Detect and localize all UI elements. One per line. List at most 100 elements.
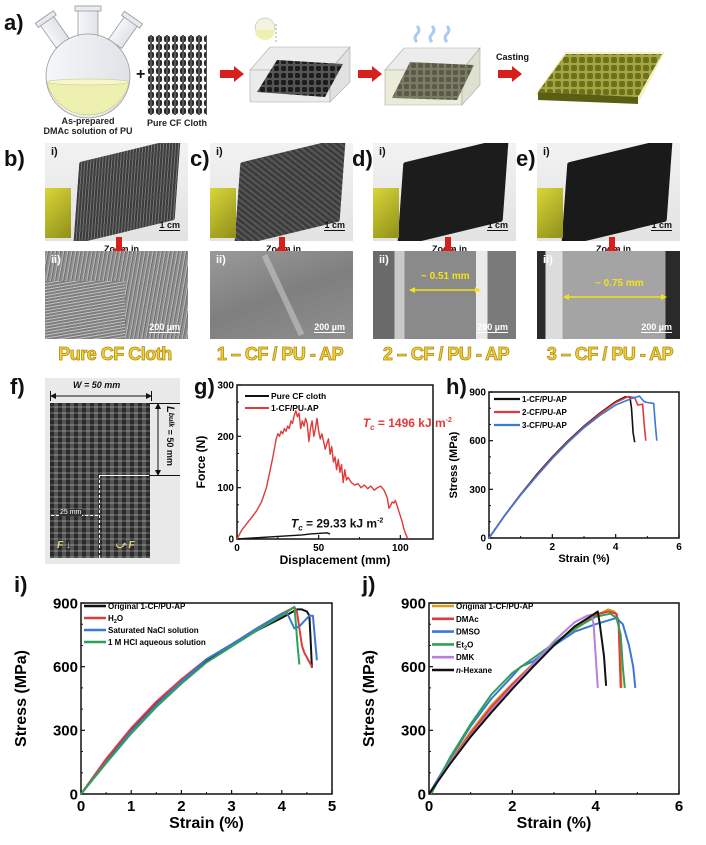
- length-label-sub: bulk: [167, 412, 174, 428]
- series-line-original-1-cf-pu-ap: [428, 608, 623, 795]
- x-tick-label: 1: [127, 798, 135, 815]
- notch-line: [99, 475, 100, 558]
- series-line-h2o: [80, 606, 313, 795]
- y-axis-label: Stress (MPa): [448, 431, 460, 498]
- y-axis-label: Force (N): [194, 436, 208, 489]
- panel-label-i: i): [14, 572, 28, 597]
- y-tick-label: 600: [401, 659, 426, 676]
- panel-label-g: g): [194, 374, 215, 399]
- plot-frame: [236, 384, 434, 540]
- photo-d-top: i) 1 cm: [373, 143, 516, 241]
- sem-fiber-bundle: [45, 281, 125, 339]
- length-dimension: [155, 403, 161, 476]
- chart-g-group: 0 50 100 0 100 200 300 Displacement (mm) Force (…: [194, 381, 452, 568]
- legend-label-main: Original 1-CF/PU-AP: [108, 602, 186, 611]
- legend-label-rest: -Hexane: [461, 666, 493, 675]
- y-tick-label: 600: [469, 436, 486, 447]
- series-line-pure-cf-cloth: [236, 532, 331, 540]
- series-line-saturated-nacl-solution: [80, 611, 318, 795]
- legend-label: 1-CF/PU-AP: [522, 395, 568, 404]
- legend-label: DMK: [456, 653, 474, 662]
- scale-bar: 1 cm: [487, 220, 508, 231]
- series-line-2-cf-pu-ap: [488, 395, 647, 539]
- legend-label-sub: 2: [114, 619, 117, 625]
- y-tick-label: 300: [53, 723, 78, 740]
- photo-c-top: i) 1 cm: [210, 143, 353, 241]
- evaporation-illustration: [384, 24, 481, 106]
- panel-label-h: h): [446, 374, 467, 399]
- length-guide-top: [150, 403, 180, 404]
- flask-illustration: [34, 5, 144, 119]
- clamp: [45, 188, 71, 238]
- length-guide-bottom: [150, 475, 180, 476]
- legend-label: 1 M HCl aqueous solution: [108, 638, 206, 647]
- plus-sign: +: [136, 66, 146, 83]
- series-line-dmk: [428, 613, 599, 795]
- series-line-n-hexane: [428, 610, 608, 795]
- legend-label-rest: O: [117, 614, 123, 623]
- width-label: W = 50 mm: [73, 380, 121, 390]
- y-tick-label: 0: [70, 786, 78, 803]
- force-left-text: F: [57, 540, 64, 551]
- sem-e: ii) ~ 0.75 mm 200 µm: [537, 251, 680, 339]
- sample-name-b: Pure CF Cloth: [58, 344, 173, 365]
- x-axis-label: Displacement (mm): [280, 553, 391, 567]
- legend-label: 1-CF/PU-AP: [271, 403, 319, 413]
- flask-caption-line1: As-prepared: [61, 116, 115, 126]
- arrow-right-1: [220, 66, 244, 82]
- thickness-arrow: [563, 294, 667, 300]
- y-axis-label: Stress (MPa): [361, 650, 378, 747]
- x-axis-label: Strain (%): [169, 815, 244, 832]
- casting-label: Casting: [496, 52, 530, 62]
- cf-cloth-caption: Pure CF Cloth: [147, 118, 207, 128]
- specimen: [50, 403, 150, 558]
- annotation-rest: = 1496 kJ m: [375, 416, 446, 430]
- legend-label: Original 1-CF/PU-AP: [108, 602, 186, 611]
- length-label-rest: = 50 mm: [165, 427, 175, 466]
- x-tick-label: 50: [313, 543, 325, 554]
- notch-top-line: [99, 475, 149, 476]
- x-tick-label: 0: [486, 542, 492, 553]
- annotation-sub: c: [370, 423, 375, 432]
- y-tick-label: 300: [401, 723, 426, 740]
- panel-label-c: c): [190, 146, 210, 171]
- composite-illustration: [535, 52, 665, 104]
- legend-label-main: DMSO: [456, 628, 480, 637]
- x-tick-label: 4: [613, 542, 619, 553]
- legend-label-sub: 2: [464, 645, 467, 651]
- u-turn-arrow-icon: ⤻: [115, 540, 126, 551]
- force-right-text: F: [128, 540, 135, 551]
- sub-label: i): [379, 146, 386, 158]
- y-tick-label: 900: [469, 388, 486, 399]
- scale-bar: 1 cm: [324, 220, 345, 231]
- legend-label: Pure CF cloth: [271, 391, 326, 401]
- flask-caption: As-prepared DMAc solution of PU: [28, 116, 148, 136]
- annotation-sup: -2: [377, 518, 383, 525]
- annotation-main: T: [363, 416, 372, 430]
- y-tick-label: 200: [217, 432, 234, 443]
- x-tick-label: 0: [77, 798, 85, 815]
- x-axis-label: Strain (%): [517, 815, 592, 832]
- legend-label: 3-CF/PU-AP: [522, 421, 568, 430]
- sample-name-d: 2 – CF / PU - AP: [382, 344, 510, 365]
- annotation-sup: -2: [446, 417, 452, 424]
- plot-frame: [488, 391, 680, 539]
- photo-b-top: i) 1 cm: [45, 143, 188, 241]
- annotation-sub: c: [298, 524, 303, 533]
- legend-label: n-Hexane: [456, 666, 493, 675]
- legend-label: DMSO: [456, 628, 480, 637]
- force-left-label: F ↓: [57, 540, 71, 551]
- y-tick-label: 300: [217, 381, 234, 392]
- length-label: Lbulk = 50 mm: [164, 406, 176, 466]
- scale-bar: 200 µm: [641, 322, 672, 333]
- notch-label: 25 mm: [59, 509, 83, 516]
- series-line-1-cf-pu-ap: [236, 410, 410, 540]
- y-axis-label: Stress (MPa): [13, 650, 30, 747]
- series-line-et2o: [430, 612, 626, 795]
- legend-label-main: Original 1-CF/PU-AP: [456, 602, 534, 611]
- legend-label: Original 1-CF/PU-AP: [456, 602, 534, 611]
- legend-label-rest: O: [467, 640, 473, 649]
- legend-label-main: DMK: [456, 653, 474, 662]
- x-tick-label: 2: [177, 798, 185, 815]
- legend-label: Saturated NaCl solution: [108, 626, 199, 635]
